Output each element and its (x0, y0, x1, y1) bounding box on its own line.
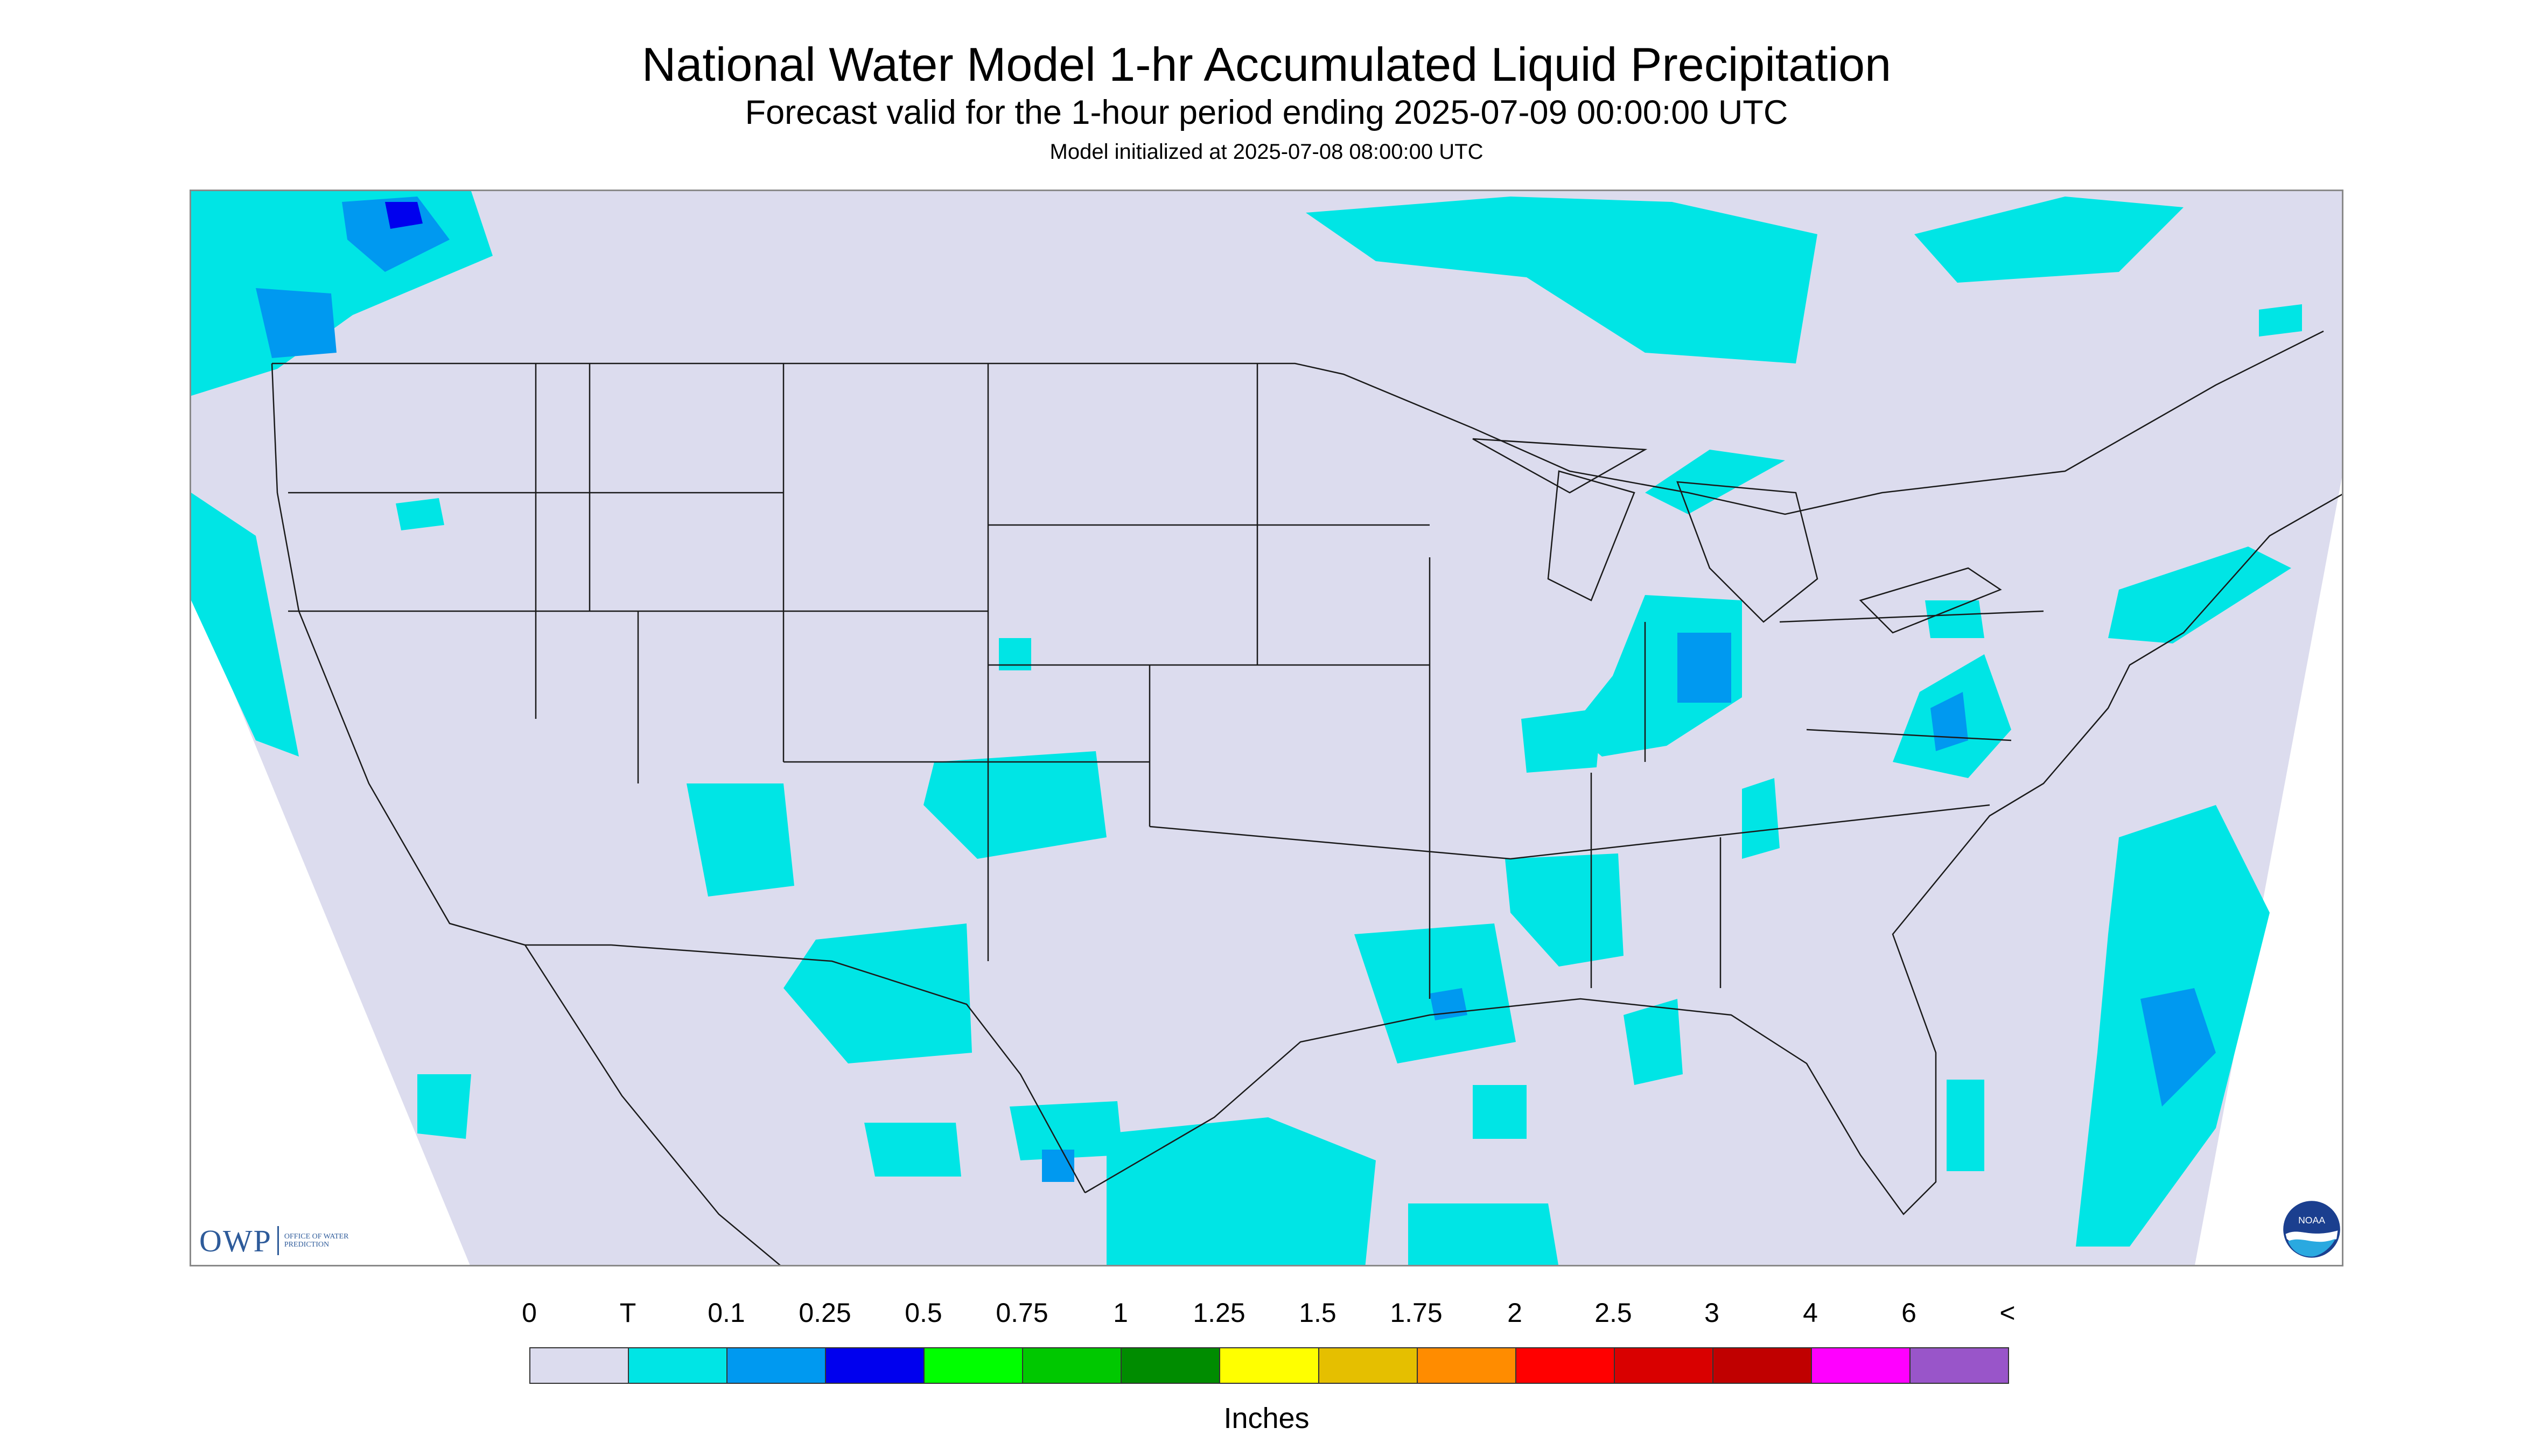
noaa-logo: NOAA (2283, 1201, 2340, 1258)
map-subtitle: Forecast valid for the 1-hour period end… (745, 94, 1788, 131)
precip-areas (191, 191, 2302, 1265)
legend-swatch (1023, 1348, 1122, 1383)
legend-swatch (1417, 1348, 1516, 1383)
legend-swatch (629, 1348, 728, 1383)
legend-labels: 0 T 0.1 0.25 0.5 0.75 1 1.25 1.5 1.75 2 … (0, 1297, 2533, 1334)
precip-area (1947, 1080, 1984, 1171)
precip-area (1624, 999, 1683, 1085)
legend-swatch (1516, 1348, 1615, 1383)
legend-label: 0 (522, 1298, 537, 1328)
legend-label: 0.1 (708, 1298, 745, 1328)
legend-label: 0.25 (799, 1298, 851, 1328)
precip-area (2140, 988, 2216, 1107)
legend-label: 2 (1507, 1298, 1522, 1328)
precip-area (1925, 600, 1984, 638)
legend-swatch (727, 1348, 827, 1383)
legend-label: 0.75 (996, 1298, 1048, 1328)
legend-label: 3 (1704, 1298, 1719, 1328)
legend-label: 4 (1803, 1298, 1818, 1328)
precip-area (864, 1123, 961, 1177)
legend-label: T (619, 1298, 636, 1328)
owp-logo-text: OFFICE OF WATER PREDICTION (284, 1233, 349, 1249)
legend-swatch (1122, 1348, 1221, 1383)
precip-area (385, 202, 423, 229)
legend-label: 1.5 (1299, 1298, 1337, 1328)
precip-area (1306, 197, 1817, 363)
legend-swatch (1713, 1348, 1812, 1383)
precip-area (687, 783, 794, 897)
precip-area (342, 197, 450, 272)
precip-area (1742, 778, 1780, 859)
legend-swatch (530, 1348, 629, 1383)
precip-area (1645, 450, 1785, 514)
legend-label: 1.75 (1390, 1298, 1443, 1328)
precip-area (1914, 197, 2184, 283)
precip-area (191, 493, 299, 757)
great-lakes (1472, 438, 2002, 634)
owp-logo: OWP OFFICE OF WATER PREDICTION (199, 1223, 354, 1258)
legend-label: 2.5 (1594, 1298, 1632, 1328)
legend-swatch (1319, 1348, 1418, 1383)
legend-label: 6 (1901, 1298, 1916, 1328)
precip-area (2259, 304, 2302, 337)
precip-area (783, 923, 972, 1063)
legend-label: 0.5 (905, 1298, 942, 1328)
state-lines (288, 363, 2044, 999)
precip-area (923, 751, 1107, 859)
us-mexico-border (525, 944, 1086, 1193)
precip-area (1107, 1117, 1376, 1265)
legend-swatch (1220, 1348, 1319, 1383)
legend-color-bar (529, 1347, 2009, 1384)
precip-area (2108, 547, 2291, 643)
precip-area (1042, 1150, 1074, 1182)
gulf-coast (1084, 493, 2342, 1215)
legend-label: 1.25 (1193, 1298, 1245, 1328)
precipitation-map (190, 190, 2343, 1266)
map-title: National Water Model 1-hr Accumulated Li… (641, 38, 1892, 91)
owp-logo-mark: OWP (199, 1223, 272, 1258)
west-coast (271, 363, 781, 1265)
us-canada-border (272, 330, 2324, 515)
legend-swatch (1614, 1348, 1713, 1383)
legend-swatch (826, 1348, 925, 1383)
model-domain (191, 191, 2342, 1265)
precip-area (396, 498, 444, 530)
boundaries (271, 330, 2342, 1265)
legend-swatch (1811, 1348, 1911, 1383)
precip-area (417, 1074, 471, 1139)
owp-logo-divider (277, 1226, 279, 1255)
precip-area (1010, 1101, 1123, 1160)
precip-area (1408, 1203, 1558, 1265)
map-canvas (191, 191, 2342, 1265)
model-init-time: Model initialized at 2025-07-08 08:00:00… (1049, 140, 1484, 164)
precip-area (1430, 988, 1467, 1020)
precip-area (1521, 708, 1602, 773)
legend-swatch (1910, 1348, 2008, 1383)
legend-label: < (1999, 1298, 2016, 1328)
legend-label: 1 (1113, 1298, 1128, 1328)
noaa-logo-text: NOAA (2298, 1215, 2325, 1226)
precip-area (256, 288, 337, 358)
precip-area (1473, 1085, 1527, 1139)
legend-swatch (925, 1348, 1024, 1383)
precip-area (1677, 633, 1731, 703)
legend-units: Inches (1223, 1402, 1310, 1434)
precip-area (1505, 853, 1624, 967)
precip-area (999, 638, 1031, 670)
